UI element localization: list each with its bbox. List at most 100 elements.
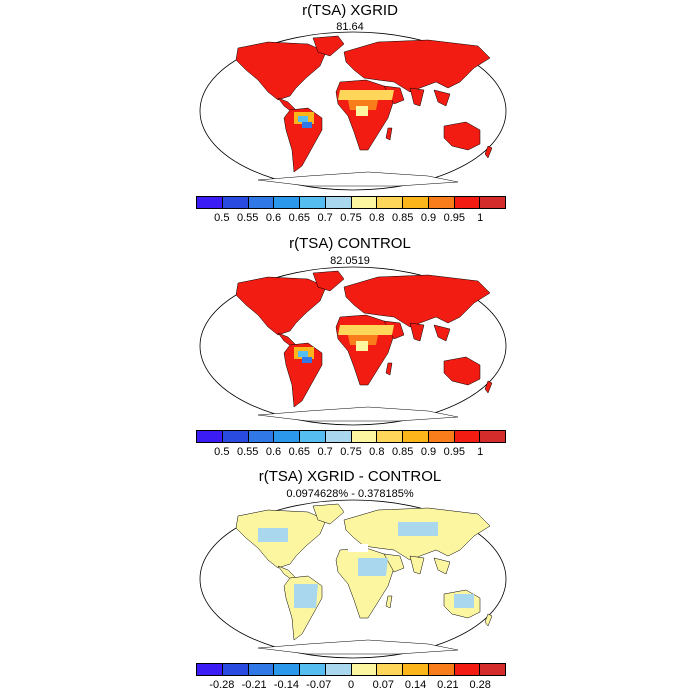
colorbar-swatch <box>274 431 300 442</box>
colorbar-swatch <box>222 664 249 675</box>
colorbar-swatch <box>377 197 403 208</box>
panel-1-subtitle: 81.64 <box>336 21 364 33</box>
colorbar-swatch <box>454 197 481 208</box>
panel-3-map <box>199 499 507 659</box>
colorbar-tick-label: 0.7 <box>317 212 333 224</box>
colorbar-swatch <box>274 197 300 208</box>
colorbar-tick-label: 0.55 <box>236 446 259 458</box>
greenland-landmass <box>312 503 345 525</box>
colorbar-swatch <box>403 664 429 675</box>
panel-1-colorbar-ticks: 0.5 0.55 0.6 0.65 0.7 0.75 0.8 0.85 0.9 0.95 1 <box>196 212 506 226</box>
southeast-asia-landmass <box>433 324 451 342</box>
colorbar-tick-label: 0.14 <box>404 679 427 691</box>
north-america-landmass <box>235 41 327 101</box>
value-patch <box>356 106 368 116</box>
colorbar-tick-label: 0.55 <box>236 212 259 224</box>
southeast-asia-landmass <box>433 89 451 107</box>
value-patch <box>302 122 312 128</box>
colorbar-tick-label: 0.65 <box>288 446 311 458</box>
colorbar-swatch <box>300 431 326 442</box>
colorbar-swatch <box>351 197 378 208</box>
colorbar-tick-label: 0.75 <box>340 446 362 458</box>
tropical-patches <box>294 325 394 363</box>
australia-landmass <box>443 356 481 386</box>
value-patch <box>338 90 394 100</box>
greenland-landmass <box>312 35 345 57</box>
value-patch <box>356 341 368 351</box>
value-patch <box>348 100 378 110</box>
tropical-patches <box>258 522 474 608</box>
value-patch <box>298 351 308 357</box>
colorbar-swatch <box>222 431 249 442</box>
colorbar-swatch <box>480 664 505 675</box>
value-patch <box>358 558 388 576</box>
colorbar-swatch <box>274 664 300 675</box>
colorbar-tick-label: 0.28 <box>469 679 491 691</box>
colorbar-tick-label: 0.5 <box>214 446 230 458</box>
colorbar-swatch <box>248 197 275 208</box>
new-zealand-landmass <box>484 380 493 394</box>
panel-2-colorbar-ticks: 0.5 0.55 0.6 0.65 0.7 0.75 0.8 0.85 0.9 0.95 1 <box>196 446 506 460</box>
colorbar-tick-label: 0.21 <box>437 679 459 691</box>
colorbar-swatch <box>428 664 455 675</box>
value-patch <box>454 594 474 608</box>
colorbar-swatch <box>351 664 378 675</box>
colorbar-tick-label: 0.85 <box>391 212 414 224</box>
colorbar-swatch <box>248 664 275 675</box>
value-patch <box>348 544 368 552</box>
panel-3-subtitle: 0.0974628% - 0.378185% <box>286 488 414 500</box>
madagascar-landmass <box>385 362 393 376</box>
colorbar-tick-label: 0 <box>347 679 355 691</box>
colorbar-tick-label: 0.85 <box>391 446 414 458</box>
colorbar-swatch <box>480 431 505 442</box>
colorbar-swatch <box>197 197 223 208</box>
colorbar-tick-label: 0.7 <box>317 446 333 458</box>
colorbar-tick-label: 0.8 <box>369 446 385 458</box>
colorbar-tick-label: 0.75 <box>340 212 362 224</box>
colorbar-swatch <box>428 197 455 208</box>
madagascar-landmass <box>385 127 393 141</box>
colorbar-swatch <box>300 197 326 208</box>
colorbar-tick-label: 0.65 <box>288 212 311 224</box>
antarctica-landmass <box>257 639 459 655</box>
value-patch <box>302 357 312 363</box>
colorbar-tick-label: -0.07 <box>306 679 332 691</box>
colorbar-swatch <box>222 197 249 208</box>
colorbar-swatch <box>454 431 481 442</box>
new-zealand-landmass <box>484 145 493 159</box>
panel-2-map <box>199 266 507 426</box>
colorbar-tick-label: -0.14 <box>273 679 299 691</box>
value-patch <box>258 528 288 542</box>
panel-2-title: r(TSA) CONTROL <box>289 235 411 252</box>
colorbar-tick-label: 0.8 <box>369 212 385 224</box>
colorbar-tick-label: 0.9 <box>420 446 437 458</box>
colorbar-swatch <box>325 197 352 208</box>
india-landmass <box>409 87 425 107</box>
colorbar-tick-label: -0.28 <box>209 679 235 691</box>
colorbar-tick-label: -0.21 <box>241 679 267 691</box>
panel-1-colorbar <box>196 196 506 209</box>
antarctica-landmass <box>257 406 459 422</box>
europe-asia-landmass <box>343 39 491 93</box>
colorbar-swatch <box>197 664 223 675</box>
colorbar-tick-label: 0.6 <box>265 446 282 458</box>
panel-3-title: r(TSA) XGRID - CONTROL <box>258 468 442 485</box>
colorbar-swatch <box>377 431 403 442</box>
panel-1-map <box>199 31 507 191</box>
europe-asia-landmass <box>343 274 491 328</box>
colorbar-swatch <box>351 431 378 442</box>
new-zealand-landmass <box>484 613 493 627</box>
india-landmass <box>409 555 425 575</box>
colorbar-swatch <box>248 431 275 442</box>
panel-3-colorbar-ticks: -0.28 -0.21 -0.14 -0.07 0 0.07 0.14 0.21 0.28 <box>196 679 506 693</box>
value-patch <box>294 584 318 608</box>
antarctica-landmass <box>257 171 459 187</box>
colorbar-tick-label: 0.07 <box>372 679 394 691</box>
colorbar-swatch <box>454 664 481 675</box>
value-patch <box>398 522 438 536</box>
colorbar-tick-label: 0.95 <box>443 446 466 458</box>
india-landmass <box>409 322 425 342</box>
colorbar-swatch <box>300 664 326 675</box>
greenland-landmass <box>312 270 345 292</box>
colorbar-swatch <box>325 664 352 675</box>
